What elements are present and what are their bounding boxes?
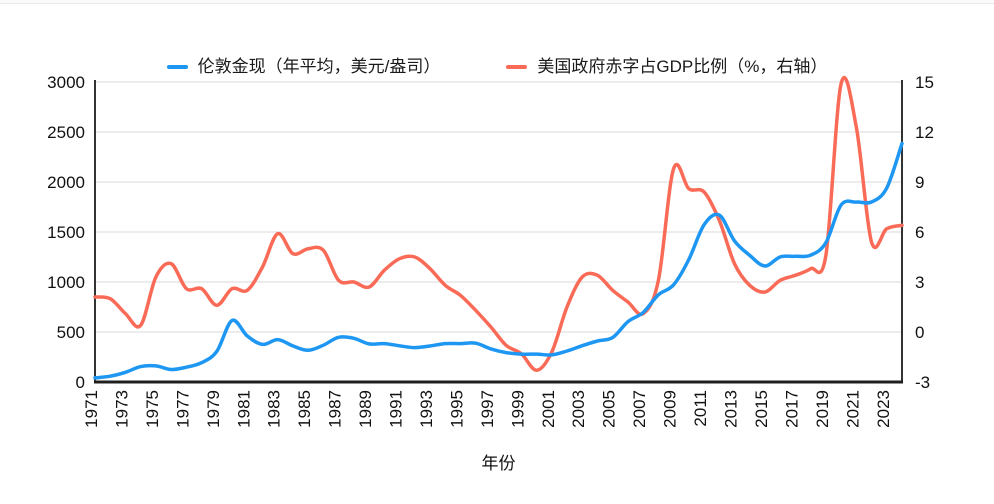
- x-axis-tick-label: 2017: [782, 390, 801, 428]
- y-axis-left-tick-label: 3000: [47, 73, 85, 92]
- legend-item-deficit[interactable]: 美国政府赤字占GDP比例（%，右轴）: [506, 57, 827, 77]
- y-axis-right-tick-label: 0: [915, 323, 924, 342]
- x-axis-tick-label: 2019: [813, 390, 832, 428]
- chart-legend: 伦敦金现（年平均，美元/盎司） 美国政府赤字占GDP比例（%，右轴）: [0, 57, 994, 77]
- x-axis-tick-label: 1971: [82, 390, 101, 428]
- legend-label-gold: 伦敦金现（年平均，美元/盎司）: [197, 57, 441, 76]
- x-axis-tick-label: 2001: [539, 390, 558, 428]
- series-line-gold: [93, 141, 904, 380]
- window-top-border: [0, 0, 994, 4]
- x-axis-tick-label: 2021: [843, 390, 862, 428]
- y-axis-right-tick-label: 3: [915, 273, 924, 292]
- x-axis-tick-label: 2015: [752, 390, 771, 428]
- x-axis-tick-label: 1993: [417, 390, 436, 428]
- x-axis-tick-label: 2013: [722, 390, 741, 428]
- x-axis-tick-label: 2011: [691, 390, 710, 427]
- x-axis-tick-label: 1999: [508, 390, 527, 428]
- legend-dash-gold-icon: [166, 65, 188, 69]
- y-axis-right-tick-label: -3: [915, 373, 930, 392]
- y-axis-left-tick-label: 2500: [47, 123, 85, 142]
- x-axis-tick-label: 1975: [143, 390, 162, 428]
- x-axis-tick-label: 1987: [326, 390, 345, 428]
- series-line-deficit: [93, 75, 904, 373]
- x-axis-tick-label: 2009: [661, 390, 680, 428]
- x-axis-tick-label: 1991: [387, 390, 406, 428]
- x-axis-tick-label: 1979: [204, 390, 223, 428]
- x-axis-tick-label: 2023: [874, 390, 893, 428]
- x-axis-tick-label: 1983: [265, 390, 284, 428]
- x-axis-tick-label: 2007: [630, 390, 649, 428]
- x-axis-tick-label: 1989: [356, 390, 375, 428]
- y-axis-left-tick-label: 0: [76, 373, 85, 392]
- x-axis-tick-label: 2005: [600, 390, 619, 428]
- x-axis-tick-label: 1985: [295, 390, 314, 428]
- legend-dash-deficit-icon: [506, 65, 528, 69]
- y-axis-left-tick-label: 1500: [47, 223, 85, 242]
- x-axis-tick-label: 1997: [478, 390, 497, 428]
- x-axis-tick-label: 1977: [173, 390, 192, 428]
- x-axis-tick-label: 1973: [112, 390, 131, 428]
- y-axis-right-tick-label: 9: [915, 173, 924, 192]
- x-axis-title: 年份: [482, 454, 516, 473]
- x-axis-tick-label: 2003: [569, 390, 588, 428]
- y-axis-left-tick-label: 1000: [47, 273, 85, 292]
- y-axis-right-tick-label: 6: [915, 223, 924, 242]
- legend-item-gold[interactable]: 伦敦金现（年平均，美元/盎司）: [166, 57, 441, 77]
- y-axis-left-tick-label: 500: [57, 323, 85, 342]
- x-axis-tick-label: 1981: [234, 390, 253, 428]
- y-axis-right-tick-label: 15: [915, 73, 934, 92]
- y-axis-right-tick-label: 12: [915, 123, 934, 142]
- x-axis-tick-label: 1995: [447, 390, 466, 428]
- y-axis-left-tick-label: 2000: [47, 173, 85, 192]
- legend-label-deficit: 美国政府赤字占GDP比例（%，右轴）: [537, 57, 828, 76]
